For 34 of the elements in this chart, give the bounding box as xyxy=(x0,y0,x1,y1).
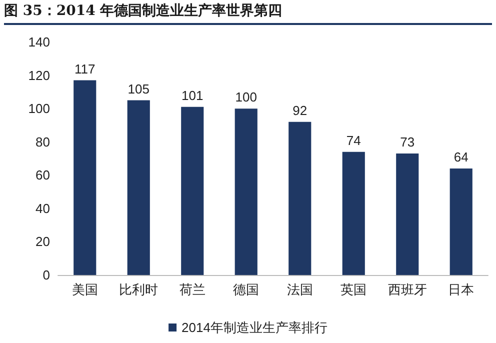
x-tick-label: 比利时 xyxy=(119,282,158,297)
x-tick-label: 英国 xyxy=(340,282,367,297)
y-tick-label: 0 xyxy=(42,268,50,282)
chart-title: 图 35：2014 年德国制造业生产率世界第四 xyxy=(4,2,492,25)
data-label: 100 xyxy=(235,90,257,105)
x-tick-label: 日本 xyxy=(448,282,474,297)
x-tick-label: 荷兰 xyxy=(179,282,206,297)
y-tick-label: 20 xyxy=(36,234,50,250)
data-label: 105 xyxy=(128,81,150,96)
bar xyxy=(127,100,150,275)
y-tick-label: 100 xyxy=(28,101,50,116)
bar xyxy=(396,154,419,275)
bar xyxy=(342,152,365,275)
data-label: 73 xyxy=(400,134,415,150)
x-tick-label: 西班牙 xyxy=(388,282,427,297)
bar xyxy=(74,80,96,275)
y-tick-label: 120 xyxy=(28,68,50,83)
legend-label: 2014年制造业生产率排行 xyxy=(182,320,328,335)
y-tick-label: 80 xyxy=(36,134,50,150)
bar xyxy=(450,168,472,275)
data-label: 92 xyxy=(292,102,308,118)
x-tick-label: 美国 xyxy=(72,282,98,297)
x-tick-label: 法国 xyxy=(286,282,313,297)
data-label: 74 xyxy=(346,132,361,148)
y-tick-label: 40 xyxy=(36,200,50,216)
bar xyxy=(288,122,312,275)
bar xyxy=(181,106,204,275)
y-tick-label: 140 xyxy=(28,34,50,50)
data-label: 64 xyxy=(454,149,468,164)
data-label: 117 xyxy=(74,61,96,76)
y-tick-label: 60 xyxy=(36,168,50,183)
data-label: 101 xyxy=(182,88,204,103)
x-tick-label: 德国 xyxy=(233,282,260,297)
bar xyxy=(234,108,258,275)
